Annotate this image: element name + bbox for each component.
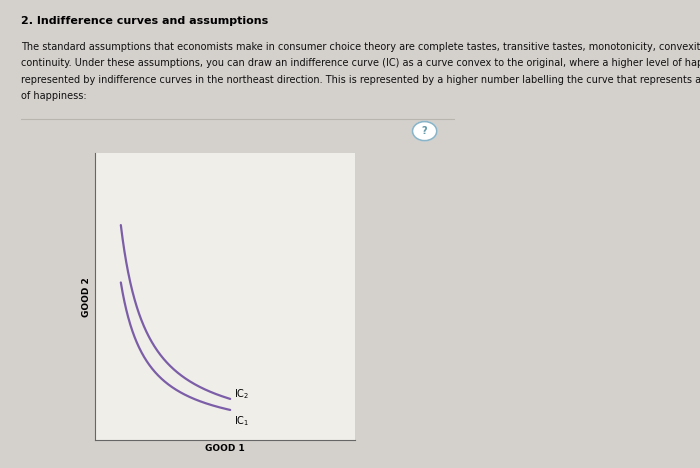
X-axis label: GOOD 1: GOOD 1 <box>205 445 245 453</box>
Text: 2. Indifference curves and assumptions: 2. Indifference curves and assumptions <box>21 16 268 26</box>
Circle shape <box>412 122 437 141</box>
Text: continuity. Under these assumptions, you can draw an indifference curve (IC) as : continuity. Under these assumptions, you… <box>21 58 700 68</box>
Text: ?: ? <box>422 126 428 136</box>
Text: represented by indifference curves in the northeast direction. This is represent: represented by indifference curves in th… <box>21 75 700 85</box>
Text: The standard assumptions that economists make in consumer choice theory are comp: The standard assumptions that economists… <box>21 42 700 52</box>
Text: of happiness:: of happiness: <box>21 91 87 101</box>
Text: IC$_2$: IC$_2$ <box>234 388 249 402</box>
Text: IC$_1$: IC$_1$ <box>234 415 249 428</box>
Y-axis label: GOOD 2: GOOD 2 <box>82 277 90 317</box>
